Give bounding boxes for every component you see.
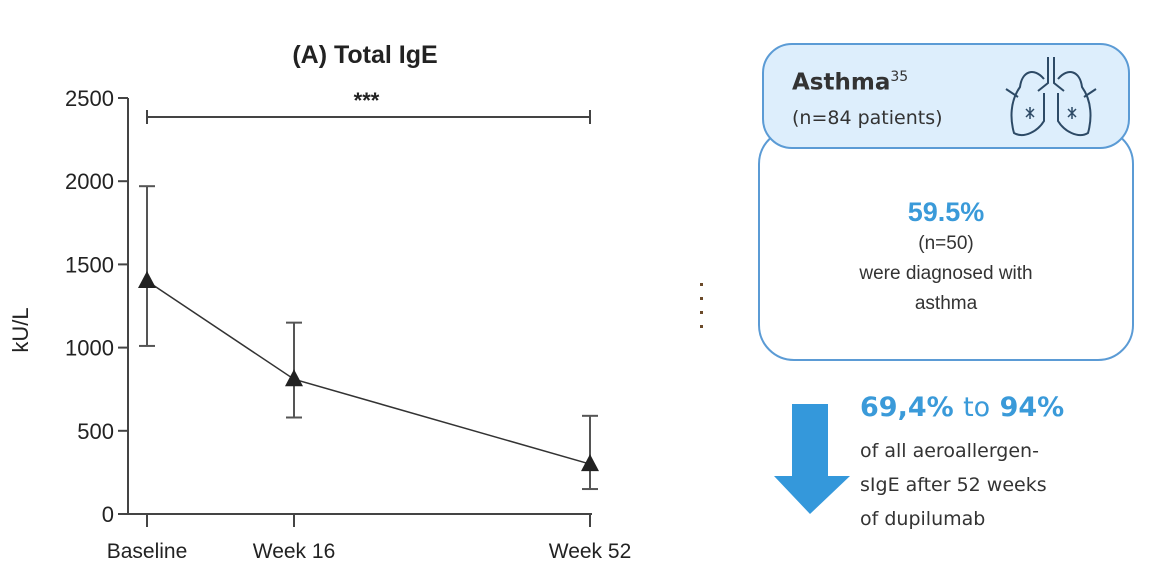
lungs-icon [1005, 57, 1097, 137]
data-point-triangle [285, 369, 303, 387]
asthma-desc-line2: asthma [914, 293, 978, 314]
data-point-triangle [581, 454, 599, 472]
asthma-title: Asthma [792, 69, 891, 96]
reduction-line2: sIgE after 52 weeks [860, 474, 1047, 496]
y-tick-label: 2500 [65, 86, 114, 111]
y-tick-label: 500 [77, 419, 114, 444]
chart-title: (A) Total IgE [292, 41, 437, 69]
y-axis-label: kU/L [8, 307, 33, 352]
x-tick-label: Baseline [107, 540, 188, 563]
x-tick-label: Week 16 [253, 540, 336, 563]
range-to-word: to [963, 392, 991, 423]
asthma-count: (n=50) [918, 233, 974, 254]
asthma-desc-line1: were diagnosed with [859, 263, 1033, 284]
reduction-line3: of dupilumab [860, 508, 986, 530]
reference-superscript: 35 [890, 69, 909, 85]
y-tick-label: 2000 [65, 169, 114, 194]
down-arrow-icon [774, 404, 850, 514]
x-tick-label: Week 52 [549, 540, 632, 563]
reduction-description: of all aeroallergen- sIgE after 52 weeks… [860, 434, 1120, 536]
y-tick-label: 1500 [65, 252, 114, 277]
significance-label: *** [354, 88, 380, 113]
range-from: 69,4% [860, 392, 954, 423]
y-tick-label: 0 [102, 502, 114, 527]
reduction-range: 69,4% to 94% [860, 392, 1064, 423]
asthma-result-card: 59.5% (n=50) were diagnosed with asthma [758, 128, 1134, 361]
asthma-header-card: Asthma35 (n=84 patients) [762, 43, 1130, 149]
y-tick-label: 1000 [65, 336, 114, 361]
asthma-percent: 59.5% [907, 197, 985, 227]
total-ige-chart: (A) Total IgE kU/L 0 500 1000 1500 2000 2500 B… [8, 41, 632, 563]
data-point-triangle [138, 271, 156, 289]
series-line [146, 280, 591, 465]
range-to: 94% [999, 392, 1065, 423]
reduction-line1: of all aeroallergen- [860, 440, 1039, 462]
patients-count: (n=84 patients) [792, 107, 943, 129]
decorative-dots [700, 283, 704, 339]
